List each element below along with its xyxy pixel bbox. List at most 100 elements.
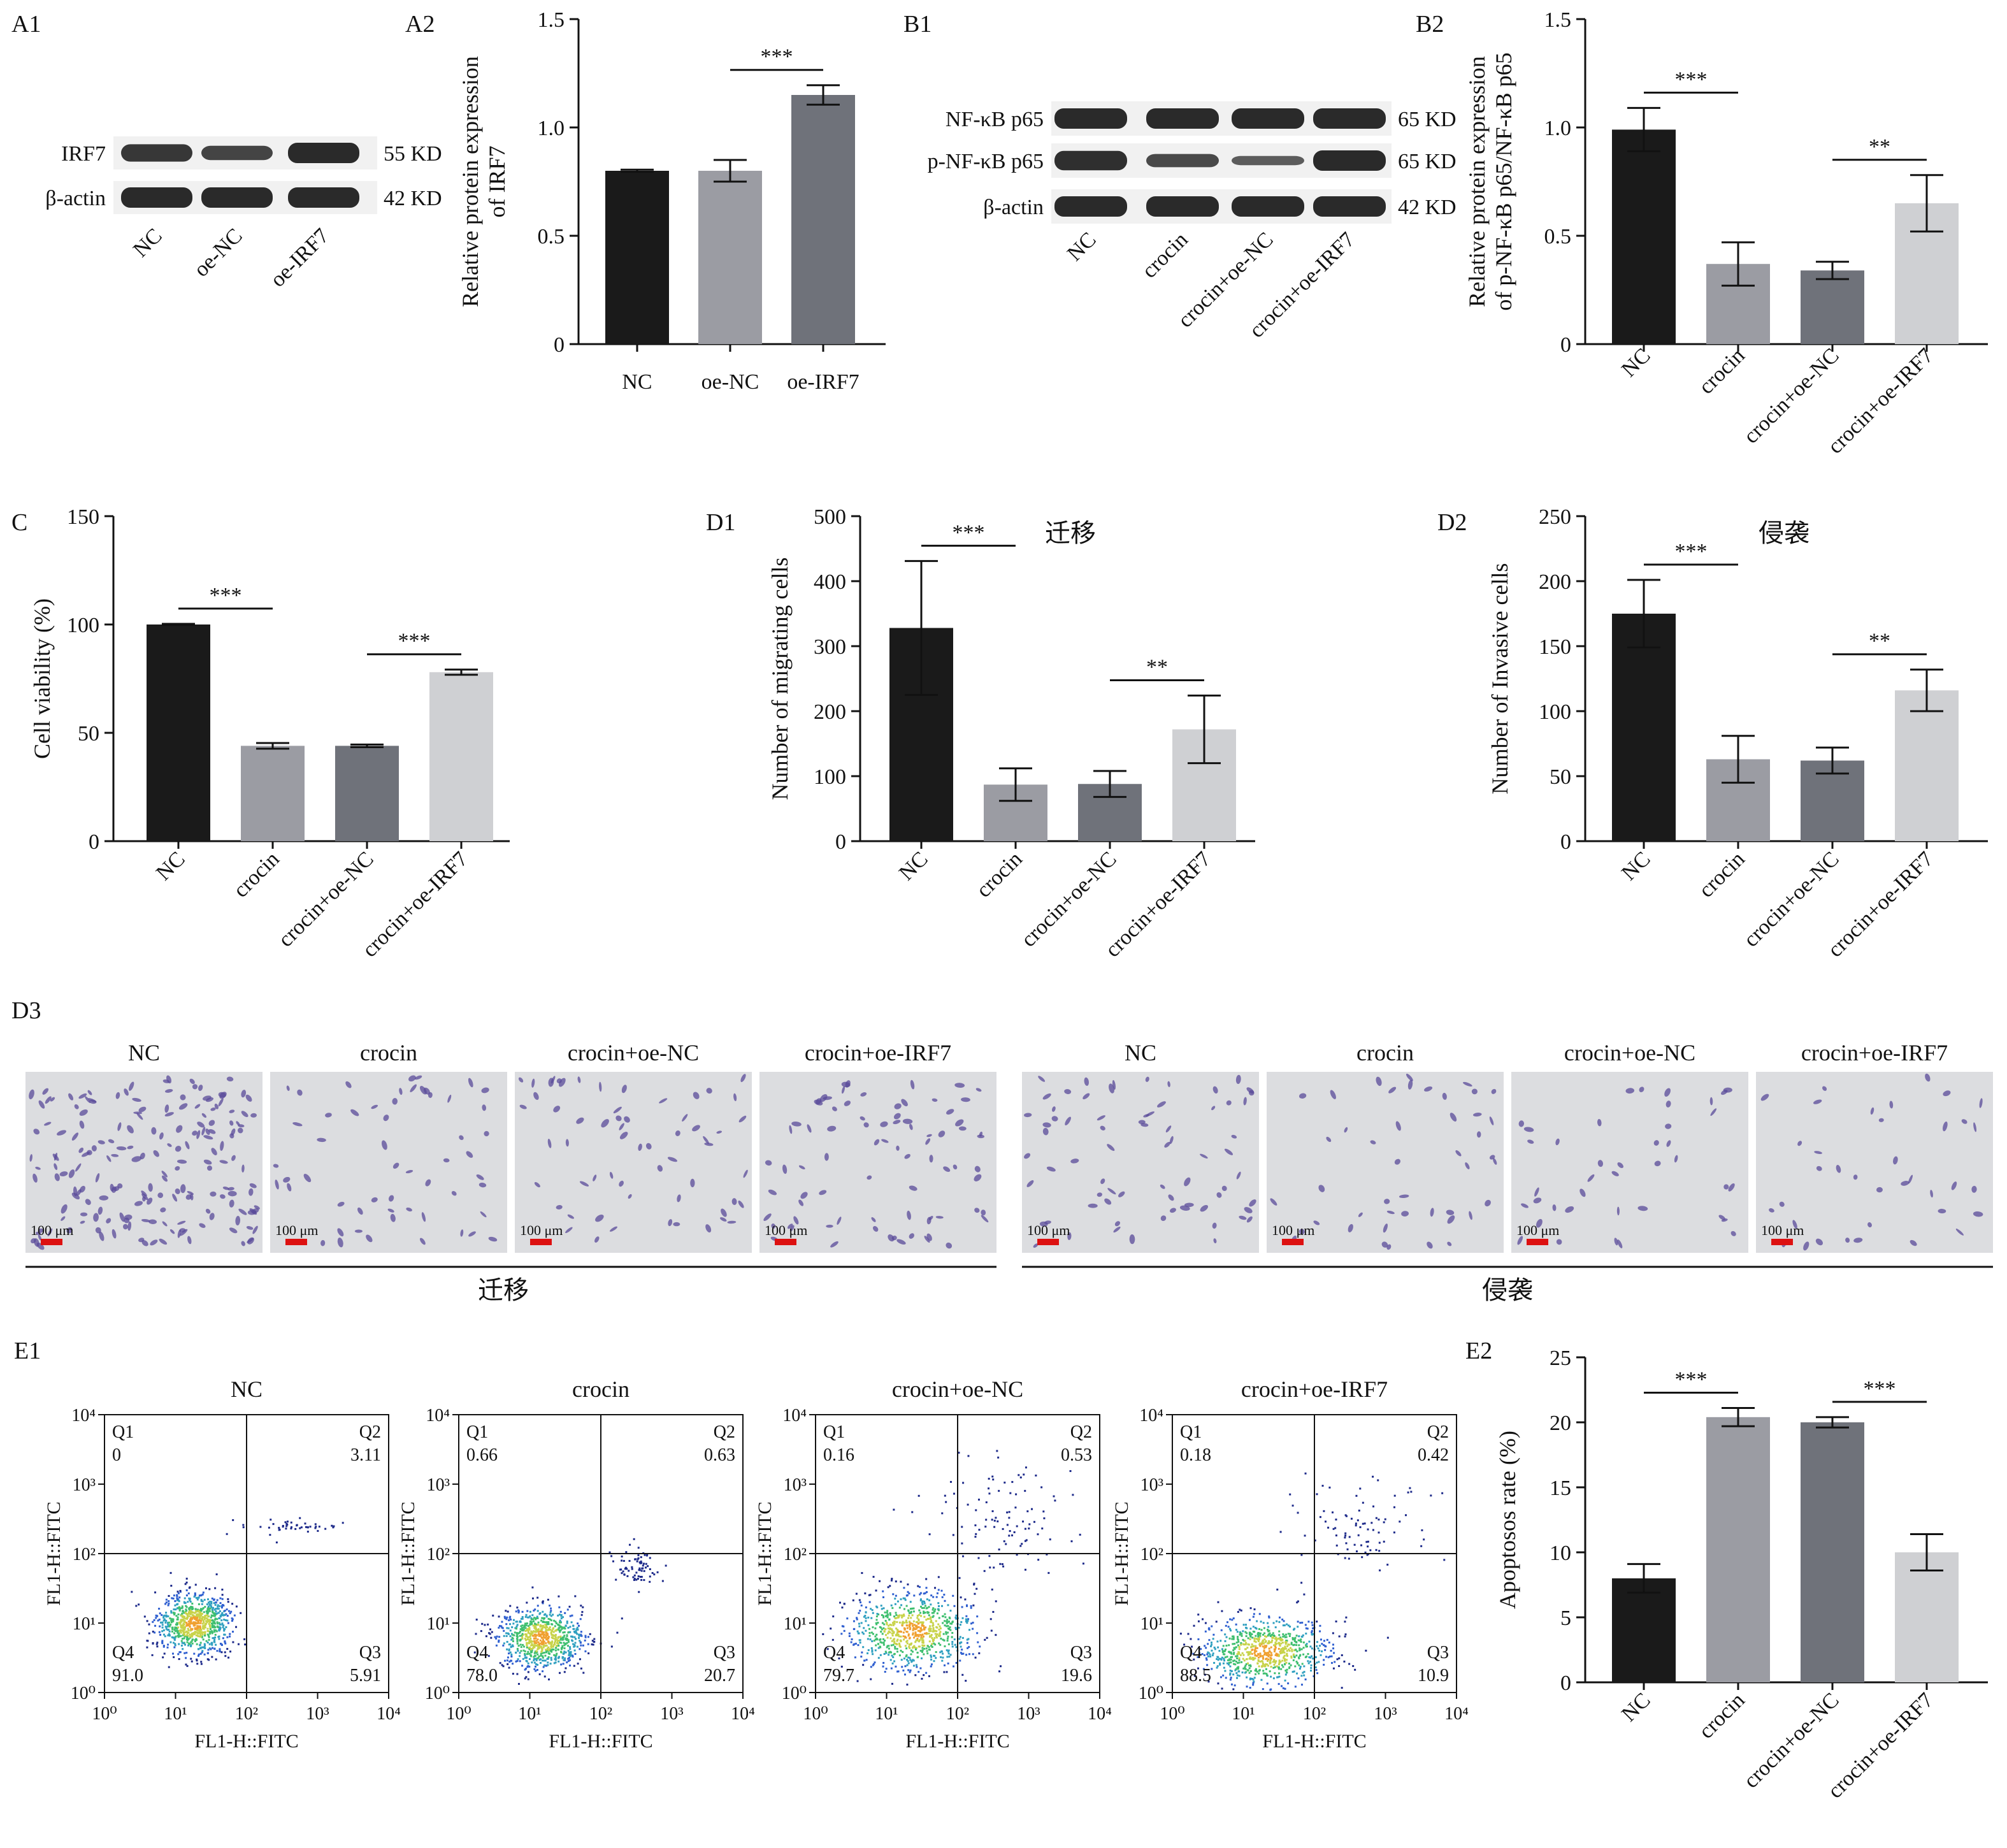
event-dot (189, 1626, 191, 1628)
event-dot (904, 1665, 907, 1668)
event-dot (566, 1635, 568, 1638)
event-dot (559, 1631, 561, 1633)
stained-cell (638, 1143, 642, 1151)
event-dot (183, 1612, 185, 1614)
event-dot (508, 1619, 510, 1622)
event-dot (877, 1647, 880, 1649)
event-dot (498, 1626, 500, 1629)
event-dot (1272, 1677, 1275, 1680)
event-dot (1285, 1641, 1288, 1643)
stained-cell (419, 1086, 427, 1095)
event-dot (231, 1618, 234, 1621)
event-dot (185, 1606, 188, 1608)
event-dot (158, 1631, 161, 1633)
event-dot (1268, 1654, 1270, 1656)
stained-cell (480, 1211, 487, 1218)
event-dot (976, 1632, 979, 1635)
event-dot (183, 1634, 186, 1636)
event-dot (552, 1627, 555, 1629)
event-dot (540, 1645, 543, 1648)
event-dot (1364, 1551, 1367, 1554)
event-dot (891, 1640, 893, 1642)
event-dot (163, 1619, 166, 1621)
stained-cell (1213, 1238, 1217, 1244)
event-dot (559, 1626, 561, 1628)
event-dot (904, 1599, 907, 1601)
stained-cell (241, 1241, 245, 1246)
event-dot (881, 1628, 883, 1631)
event-dot (591, 1640, 594, 1642)
stained-cell (1653, 1140, 1659, 1146)
event-dot (503, 1629, 505, 1632)
event-dot (858, 1625, 861, 1628)
event-dot (642, 1567, 644, 1570)
event-dot (183, 1621, 185, 1623)
event-dot (955, 1662, 958, 1664)
event-dot (949, 1481, 952, 1483)
event-dot (893, 1642, 896, 1644)
event-dot (556, 1629, 558, 1631)
event-dot (189, 1610, 191, 1613)
stained-cell (1853, 1174, 1858, 1180)
event-dot (1278, 1621, 1281, 1623)
event-dot (522, 1626, 525, 1629)
event-dot (1297, 1600, 1299, 1603)
y-tick-label: 5 (1560, 1606, 1571, 1630)
event-dot (213, 1615, 216, 1617)
event-dot (1287, 1643, 1290, 1646)
event-dot (213, 1641, 216, 1643)
stained-cell (1815, 1238, 1823, 1246)
event-dot (519, 1655, 521, 1657)
stained-cell (275, 1180, 279, 1190)
event-dot (519, 1638, 522, 1641)
event-dot (333, 1525, 335, 1527)
event-dot (212, 1622, 215, 1624)
event-dot (868, 1601, 871, 1603)
event-dot (1302, 1634, 1304, 1636)
significance-label: ** (1146, 656, 1168, 679)
event-dot (1224, 1633, 1226, 1636)
event-dot (944, 1624, 946, 1627)
event-dot (1238, 1657, 1241, 1659)
x-axis-label: FL1-H::FITC (1262, 1731, 1366, 1752)
chart-title: 迁移 (1045, 519, 1096, 547)
event-dot (539, 1639, 542, 1642)
event-dot (884, 1650, 887, 1653)
event-dot (552, 1643, 555, 1646)
event-dot (838, 1601, 841, 1604)
event-dot (221, 1623, 224, 1626)
event-dot (570, 1650, 572, 1653)
event-dot (509, 1629, 512, 1632)
event-dot (870, 1617, 873, 1619)
event-dot (928, 1599, 931, 1601)
event-dot (871, 1649, 874, 1652)
stained-cell (1462, 1081, 1472, 1086)
stained-cell (1212, 1086, 1218, 1094)
event-dot (922, 1642, 924, 1644)
event-dot (1308, 1656, 1311, 1659)
stained-cell (1384, 1199, 1390, 1204)
stained-cell (1822, 1086, 1827, 1091)
event-dot (1269, 1689, 1272, 1691)
event-dot (550, 1619, 552, 1622)
event-dot (1283, 1624, 1286, 1627)
event-dot (857, 1632, 860, 1635)
stained-cell (798, 1165, 805, 1170)
event-dot (231, 1619, 233, 1622)
event-dot (509, 1605, 512, 1607)
event-dot (173, 1656, 175, 1659)
x-tick-label: crocin (1694, 847, 1749, 902)
event-dot (577, 1624, 580, 1627)
significance-label: *** (1675, 540, 1708, 563)
event-dot (1216, 1640, 1219, 1643)
event-dot (621, 1559, 623, 1562)
event-dot (1215, 1621, 1218, 1623)
event-dot (521, 1636, 524, 1638)
stained-cell (45, 1096, 52, 1104)
event-dot (921, 1649, 924, 1652)
event-dot (571, 1614, 573, 1617)
event-dot (1002, 1565, 1005, 1568)
stained-cell (197, 1122, 205, 1128)
event-dot (1228, 1661, 1230, 1664)
event-dot (568, 1605, 571, 1608)
